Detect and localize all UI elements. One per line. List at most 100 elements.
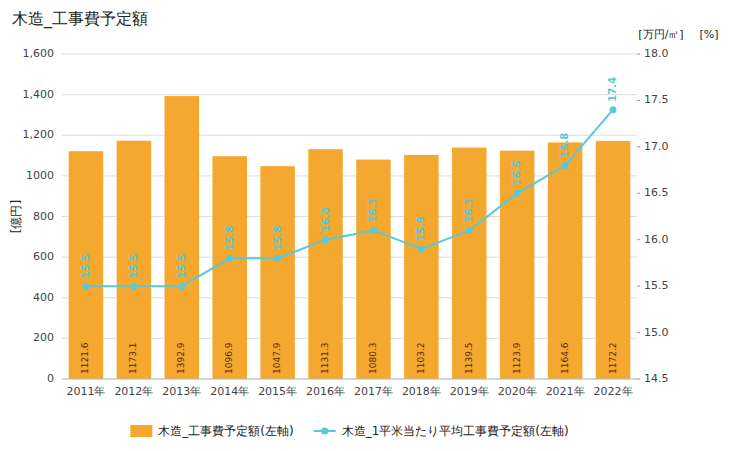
y-tick-label: 200 xyxy=(33,331,54,344)
y2-tick-label: 17.5 xyxy=(644,93,669,106)
bar xyxy=(308,149,343,379)
line-point xyxy=(514,190,521,197)
line-label: 15.9 xyxy=(415,216,426,241)
bar-label: 1047.9 xyxy=(272,342,282,374)
bar xyxy=(165,96,200,379)
legend-item: 木造_1平米当たり平均工事費予定額(左軸) xyxy=(314,424,569,438)
bar-label: 1164.6 xyxy=(560,342,570,374)
y-tick-label: 400 xyxy=(33,291,54,304)
x-tick-label: 2022年 xyxy=(594,385,633,398)
grid-line xyxy=(62,54,637,55)
line-point xyxy=(226,255,233,262)
line-label: 15.8 xyxy=(224,226,235,251)
y2-tick-label: 14.5 xyxy=(644,372,669,385)
title: 木造_工事費予定額 xyxy=(12,9,148,29)
grid-line xyxy=(62,379,637,380)
y2-tick xyxy=(637,332,640,333)
y-tick-label: 0 xyxy=(47,372,54,385)
bar-label: 1123.9 xyxy=(512,342,522,374)
y2-tick xyxy=(637,146,640,147)
line-point xyxy=(466,227,473,234)
y-tick-label: 1000 xyxy=(26,169,54,182)
y2-tick xyxy=(637,193,640,194)
annotation: [%] xyxy=(699,28,718,41)
marks xyxy=(69,96,631,379)
bar-label: 1172.2 xyxy=(608,343,618,375)
line-label: 16.1 xyxy=(463,198,474,223)
line-label: 15.5 xyxy=(80,253,91,278)
legend-swatch xyxy=(130,425,152,437)
line-point xyxy=(562,162,569,169)
line xyxy=(86,110,613,286)
bar xyxy=(117,141,152,379)
y-tick-label: 1,600 xyxy=(23,47,55,60)
bar-label: 1173.1 xyxy=(128,343,138,375)
line-label: 15.8 xyxy=(272,226,283,251)
x-tick-label: 2018年 xyxy=(402,385,441,398)
bar xyxy=(212,156,247,379)
legend-label: 木造_1平米当たり平均工事費予定額(左軸) xyxy=(342,424,569,438)
y2-tick xyxy=(637,54,640,55)
line-label: 17.4 xyxy=(607,77,618,102)
y2-tick xyxy=(637,286,640,287)
y-tick-label: 1,400 xyxy=(23,88,55,101)
x-tick-label: 2015年 xyxy=(258,385,297,398)
y2-axis-label: [万円/㎡] xyxy=(638,28,683,41)
legend-item: 木造_工事費予定額(左軸) xyxy=(130,424,293,438)
line-label: 15.5 xyxy=(128,253,139,278)
y2-tick xyxy=(637,100,640,101)
line-label: 16.8 xyxy=(559,133,570,158)
x-tick-label: 2021年 xyxy=(546,385,585,398)
x-tick-label: 2017年 xyxy=(354,385,393,398)
line-point xyxy=(418,246,425,253)
line-point xyxy=(130,283,137,290)
bar xyxy=(500,151,535,379)
bar-label: 1103.2 xyxy=(416,343,426,375)
bar xyxy=(356,160,391,379)
y2-tick xyxy=(637,379,640,380)
y-tick-label: 1,200 xyxy=(23,128,55,141)
bar-label: 1096.9 xyxy=(224,342,234,374)
line-point xyxy=(274,255,281,262)
line-label: 16.1 xyxy=(367,198,378,223)
line-label: 15.5 xyxy=(176,253,187,278)
bar xyxy=(596,141,631,379)
y2-tick-label: 18.0 xyxy=(644,47,669,60)
y2-tick-label: 16.0 xyxy=(644,233,669,246)
bar-label: 1139.5 xyxy=(464,343,474,375)
bar xyxy=(404,155,439,379)
y2-tick-label: 15.0 xyxy=(644,326,669,339)
bar-label: 1392.9 xyxy=(176,342,186,374)
data-labels: 1121.6 1173.1 1392.9 1096.9 1047.9 1131.3 1080… xyxy=(80,77,618,374)
x-tick-label: 2013年 xyxy=(162,385,201,398)
y-tick-label: 800 xyxy=(33,210,54,223)
y-axis-label: [億円] xyxy=(9,200,23,233)
legend-label: 木造_工事費予定額(左軸) xyxy=(158,424,293,438)
bar-label: 1080.3 xyxy=(368,343,378,375)
y2-tick-label: 16.5 xyxy=(644,186,669,199)
line-label: 16.5 xyxy=(511,161,522,186)
x-tick-label: 2020年 xyxy=(498,385,537,398)
x-tick-label: 2012年 xyxy=(114,385,153,398)
bar xyxy=(452,148,487,379)
line-point xyxy=(370,227,377,234)
line-point xyxy=(178,283,185,290)
bar-label: 1121.6 xyxy=(80,342,90,374)
x-tick-label: 2019年 xyxy=(450,385,489,398)
bar xyxy=(260,166,295,379)
line-point xyxy=(610,106,617,113)
line-label: 16.0 xyxy=(320,207,331,232)
grid xyxy=(62,54,637,379)
y2-tick-label: 15.5 xyxy=(644,279,669,292)
x-tick-label: 2016年 xyxy=(306,385,345,398)
line-point xyxy=(322,236,329,243)
bar-label: 1131.3 xyxy=(320,343,330,375)
grid-line xyxy=(62,94,637,95)
x-tick-label: 2014年 xyxy=(210,385,249,398)
line-point xyxy=(82,283,89,290)
y2-tick xyxy=(637,239,640,240)
y2-tick-label: 17.0 xyxy=(644,140,669,153)
legend: 木造_工事費予定額(左軸) 木造_1平米当たり平均工事費予定額(左軸) xyxy=(130,424,568,438)
bar xyxy=(548,142,583,379)
x-axis-line xyxy=(62,379,637,380)
